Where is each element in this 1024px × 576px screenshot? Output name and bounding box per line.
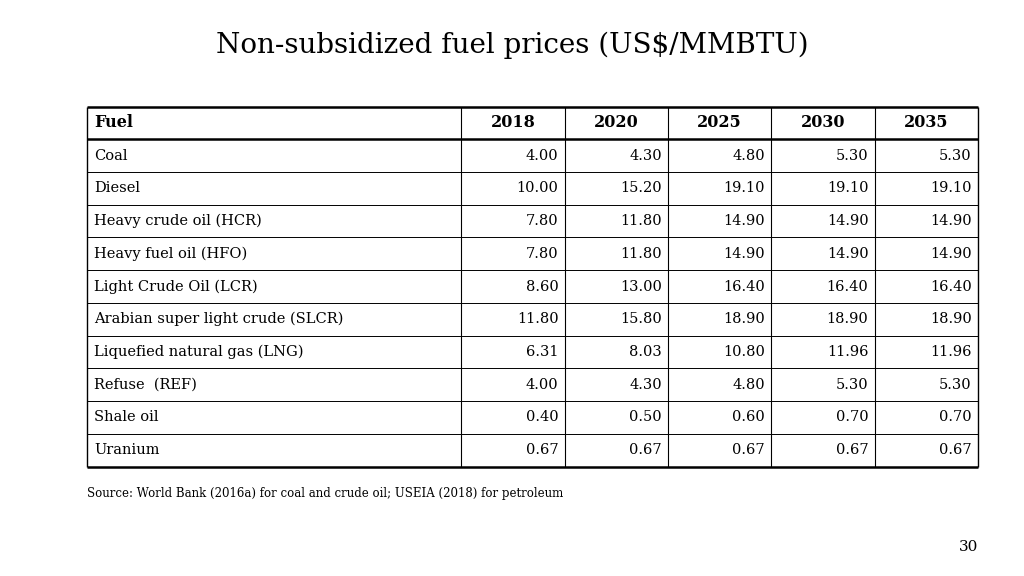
Text: 7.80: 7.80 [525,247,558,261]
Text: 0.67: 0.67 [525,443,558,457]
Text: 11.96: 11.96 [827,345,868,359]
Text: 0.50: 0.50 [629,411,662,425]
Text: Refuse  (REF): Refuse (REF) [94,378,197,392]
Text: 2030: 2030 [801,115,845,131]
Text: 16.40: 16.40 [723,279,765,294]
Text: Shale oil: Shale oil [94,411,159,425]
Text: Fuel: Fuel [94,115,133,131]
Text: 0.70: 0.70 [939,411,972,425]
Text: 2025: 2025 [697,115,742,131]
Text: 8.60: 8.60 [525,279,558,294]
Text: 2018: 2018 [490,115,536,131]
Text: 14.90: 14.90 [724,247,765,261]
Text: 14.90: 14.90 [724,214,765,228]
Text: 10.80: 10.80 [723,345,765,359]
Text: 6.31: 6.31 [526,345,558,359]
Text: 14.90: 14.90 [930,214,972,228]
Text: 14.90: 14.90 [826,214,868,228]
Text: 0.67: 0.67 [629,443,662,457]
Text: 30: 30 [958,540,978,554]
Text: Heavy crude oil (HCR): Heavy crude oil (HCR) [94,214,262,228]
Text: 18.90: 18.90 [930,312,972,326]
Text: 2020: 2020 [594,115,639,131]
Text: 11.96: 11.96 [930,345,972,359]
Text: 4.00: 4.00 [525,378,558,392]
Text: 11.80: 11.80 [517,312,558,326]
Text: 0.60: 0.60 [732,411,765,425]
Text: 11.80: 11.80 [621,247,662,261]
Text: Coal: Coal [94,149,128,162]
Text: 16.40: 16.40 [826,279,868,294]
Text: 10.00: 10.00 [516,181,558,195]
Text: 7.80: 7.80 [525,214,558,228]
Text: 2035: 2035 [904,115,948,131]
Text: 14.90: 14.90 [826,247,868,261]
Text: Light Crude Oil (LCR): Light Crude Oil (LCR) [94,279,258,294]
Text: 15.80: 15.80 [620,312,662,326]
Text: 0.67: 0.67 [732,443,765,457]
Text: 14.90: 14.90 [930,247,972,261]
Text: 4.80: 4.80 [732,378,765,392]
Text: 5.30: 5.30 [939,149,972,162]
Text: 18.90: 18.90 [826,312,868,326]
Text: Heavy fuel oil (HFO): Heavy fuel oil (HFO) [94,247,248,261]
Text: 0.67: 0.67 [836,443,868,457]
Text: 8.03: 8.03 [629,345,662,359]
Text: 15.20: 15.20 [621,181,662,195]
Text: 0.40: 0.40 [525,411,558,425]
Text: 19.10: 19.10 [827,181,868,195]
Text: 0.70: 0.70 [836,411,868,425]
Text: Source: World Bank (2016a) for coal and crude oil; USEIA (2018) for petroleum: Source: World Bank (2016a) for coal and … [87,487,563,500]
Text: 16.40: 16.40 [930,279,972,294]
Text: Uranium: Uranium [94,443,160,457]
Text: 4.30: 4.30 [629,378,662,392]
Text: 5.30: 5.30 [836,149,868,162]
Text: 18.90: 18.90 [723,312,765,326]
Text: Arabian super light crude (SLCR): Arabian super light crude (SLCR) [94,312,344,327]
Text: 13.00: 13.00 [620,279,662,294]
Text: Liquefied natural gas (LNG): Liquefied natural gas (LNG) [94,345,304,359]
Text: 5.30: 5.30 [836,378,868,392]
Text: 19.10: 19.10 [930,181,972,195]
Text: 19.10: 19.10 [724,181,765,195]
Text: 4.00: 4.00 [525,149,558,162]
Text: 0.67: 0.67 [939,443,972,457]
Text: Non-subsidized fuel prices (US$/MMBTU): Non-subsidized fuel prices (US$/MMBTU) [216,32,808,59]
Text: 4.30: 4.30 [629,149,662,162]
Text: 4.80: 4.80 [732,149,765,162]
Text: Diesel: Diesel [94,181,140,195]
Text: 5.30: 5.30 [939,378,972,392]
Text: 11.80: 11.80 [621,214,662,228]
